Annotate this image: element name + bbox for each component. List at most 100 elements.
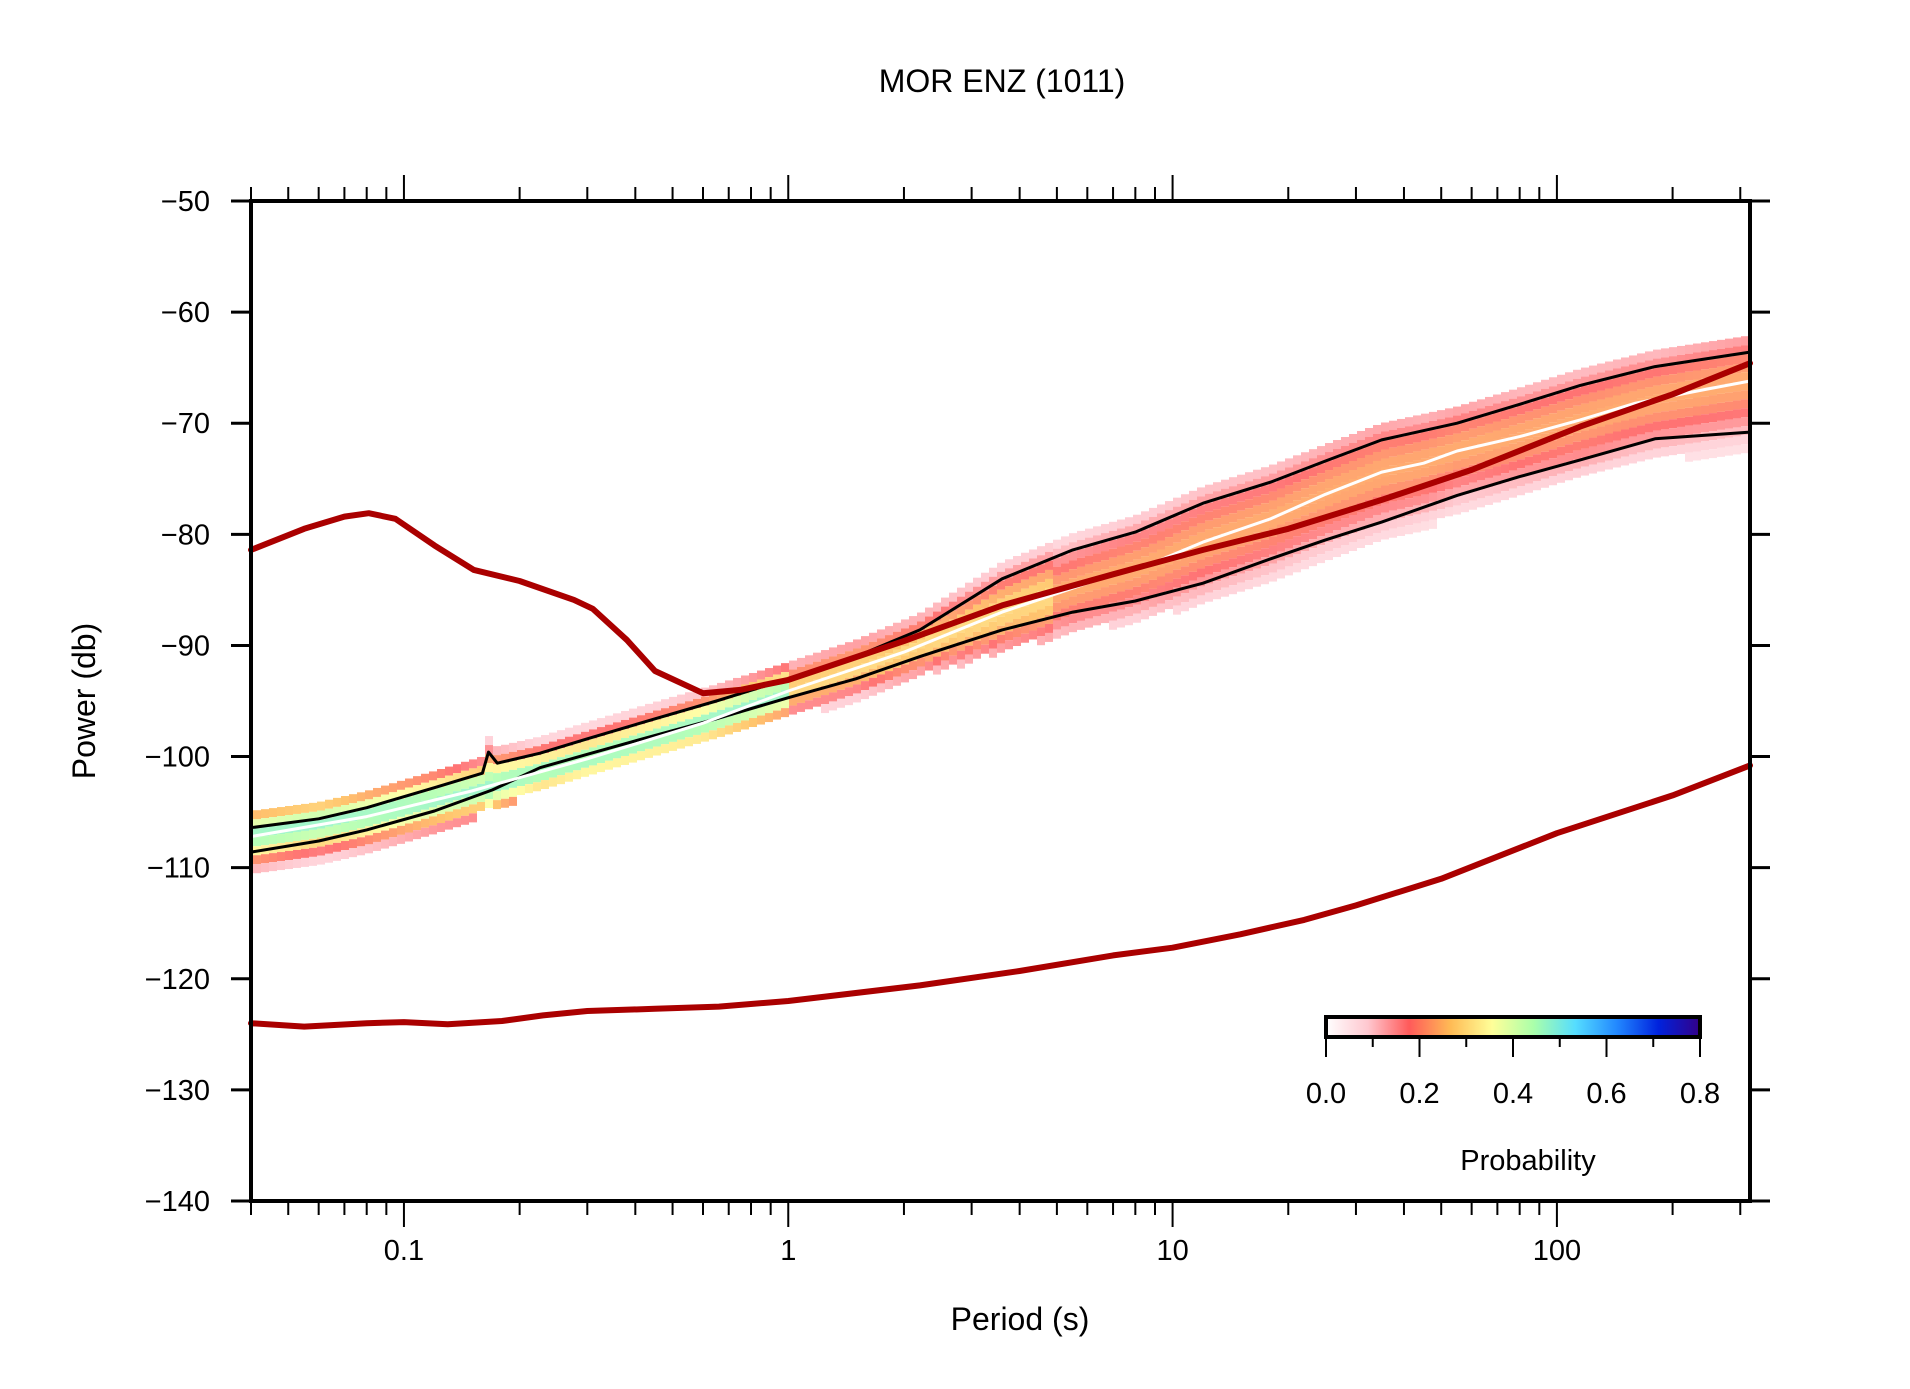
pdf-cell xyxy=(1725,419,1733,429)
pdf-cell xyxy=(1661,429,1669,439)
pdf-cell xyxy=(1229,495,1237,505)
pdf-cell xyxy=(789,669,797,679)
pdf-cell xyxy=(517,759,525,769)
pdf-cell xyxy=(1317,482,1325,492)
pdf-cell xyxy=(349,812,357,822)
pdf-cell xyxy=(421,791,429,801)
pdf-cell xyxy=(1325,524,1333,534)
pdf-cell xyxy=(1381,422,1389,432)
pdf-cell xyxy=(997,571,1005,581)
pdf-cell xyxy=(413,776,421,786)
pdf-cell xyxy=(1701,423,1709,433)
pdf-cell xyxy=(1405,471,1413,481)
pdf-cell xyxy=(493,800,501,810)
pdf-cell xyxy=(1389,519,1397,529)
pdf-cell xyxy=(837,653,845,663)
pdf-cell xyxy=(557,748,565,758)
pdf-cell xyxy=(845,660,853,670)
pdf-cell xyxy=(1573,450,1581,460)
pdf-cell xyxy=(621,746,629,756)
pdf-cell xyxy=(1733,400,1741,410)
pdf-cell xyxy=(349,848,357,858)
pdf-cell xyxy=(1325,506,1333,516)
pdf-cell xyxy=(813,679,821,689)
pdf-cell xyxy=(1733,337,1741,347)
pdf-cell xyxy=(1509,470,1517,480)
pdf-cell xyxy=(1613,431,1621,441)
pdf-cell xyxy=(1149,597,1157,607)
pdf-cell xyxy=(1509,398,1517,408)
pdf-cell xyxy=(933,638,941,648)
pdf-cell xyxy=(1261,548,1269,558)
pdf-cell xyxy=(1469,491,1477,501)
pdf-cell xyxy=(733,722,741,732)
pdf-cell xyxy=(1477,489,1485,499)
pdf-cell xyxy=(1061,563,1069,573)
pdf-cell xyxy=(885,671,893,681)
pdf-cell xyxy=(1485,396,1493,406)
pdf-cell xyxy=(1501,491,1509,501)
pdf-cell xyxy=(1629,436,1637,446)
pdf-cell xyxy=(381,839,389,849)
pdf-cell xyxy=(789,660,797,670)
pdf-cell xyxy=(949,601,957,611)
pdf-cell xyxy=(1165,537,1173,547)
pdf-cell xyxy=(1205,484,1213,494)
pdf-cell xyxy=(677,712,685,722)
pdf-cell xyxy=(317,801,325,811)
y-axis-ticks: −50−60−70−80−90−100−110−120−130−140 xyxy=(145,186,1770,1218)
pdf-cell xyxy=(901,673,909,683)
pdf-cell xyxy=(669,723,677,733)
pdf-cell xyxy=(685,719,693,729)
pdf-cell xyxy=(1237,528,1245,538)
pdf-cell xyxy=(645,730,653,740)
pdf-cell xyxy=(1461,476,1469,486)
pdf-cell xyxy=(869,632,877,642)
pdf-cell xyxy=(1189,499,1197,509)
pdf-cell xyxy=(1397,526,1405,536)
pdf-cell xyxy=(1269,572,1277,582)
pdf-cell xyxy=(445,793,453,803)
pdf-cell xyxy=(1453,415,1461,425)
pdf-cell xyxy=(1445,489,1453,499)
pdf-cell xyxy=(1685,362,1693,372)
pdf-cell xyxy=(1445,426,1453,436)
pdf-cell xyxy=(973,595,981,605)
pdf-cell xyxy=(1309,512,1317,522)
pdf-cell xyxy=(501,744,509,754)
pdf-cell xyxy=(1061,617,1069,627)
pdf-cell xyxy=(333,824,341,834)
pdf-cell xyxy=(565,763,573,773)
pdf-cell xyxy=(485,799,493,809)
pdf-cell xyxy=(397,825,405,835)
pdf-cell xyxy=(1069,551,1077,561)
pdf-cell xyxy=(1189,571,1197,581)
pdf-cell xyxy=(1173,542,1181,552)
pdf-cell xyxy=(1333,476,1341,486)
pdf-cell xyxy=(1693,361,1701,371)
pdf-cell xyxy=(277,834,285,844)
pdf-cell xyxy=(1701,414,1709,424)
pdf-cell xyxy=(1461,422,1469,432)
pdf-cell xyxy=(1085,555,1093,565)
pdf-cell xyxy=(693,689,701,699)
pdf-cell xyxy=(1293,563,1301,573)
pdf-cell xyxy=(461,806,469,816)
pdf-cell xyxy=(1037,582,1045,592)
pdf-cell xyxy=(637,715,645,725)
pdf-cell xyxy=(1661,447,1669,457)
pdf-cell xyxy=(1165,591,1173,601)
pdf-cell xyxy=(1597,453,1605,463)
pdf-cell xyxy=(1293,509,1301,519)
pdf-cell xyxy=(805,682,813,692)
pdf-cell xyxy=(1333,458,1341,468)
pdf-cell xyxy=(1509,425,1517,435)
pdf-cell xyxy=(1197,532,1205,542)
y-tick-label: −80 xyxy=(161,519,210,551)
pdf-cell xyxy=(1621,411,1629,421)
pdf-cell xyxy=(1629,364,1637,374)
pdf-cell xyxy=(469,804,477,814)
pdf-cell xyxy=(493,764,501,774)
pdf-cell xyxy=(1485,405,1493,415)
colorbar: 0.0 0.2 0.4 0.6 0.8 Probability xyxy=(1306,1015,1720,1177)
